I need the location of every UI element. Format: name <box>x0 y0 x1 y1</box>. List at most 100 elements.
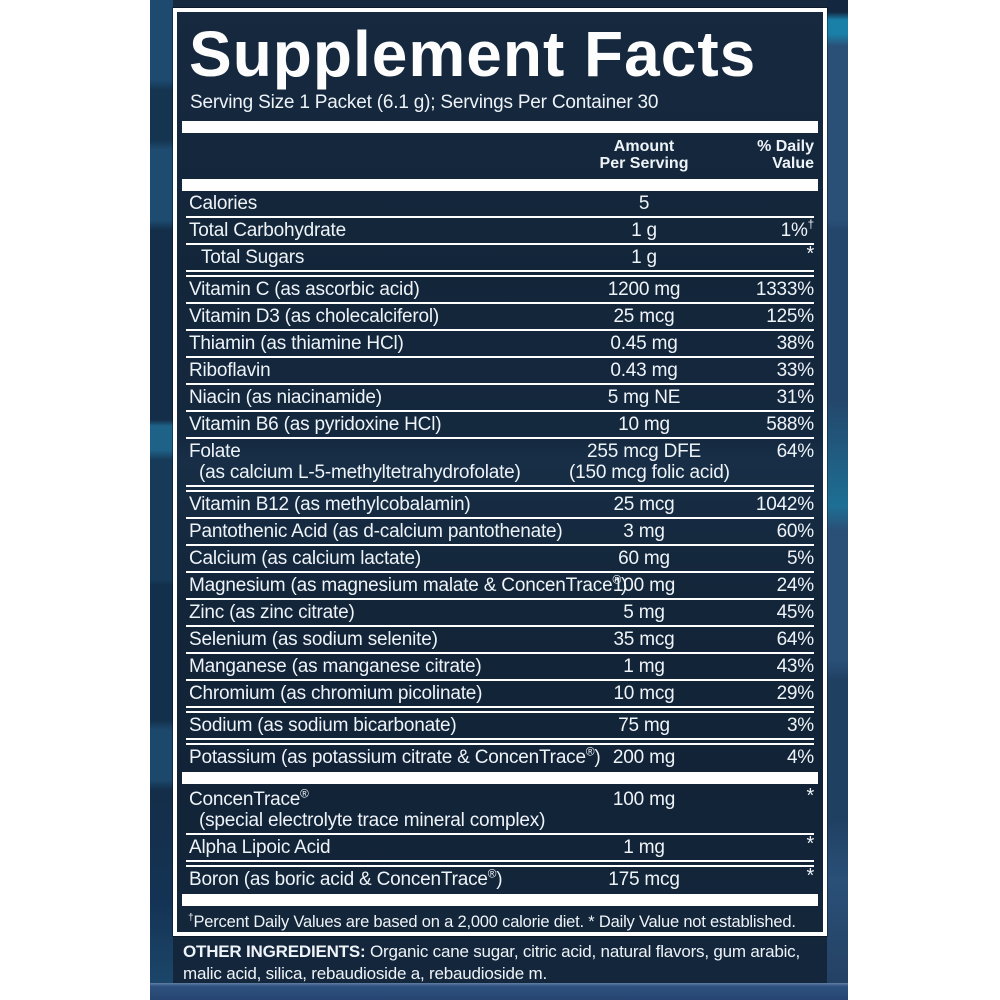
table-row: Vitamin B6 (as pyridoxine HCl) 10 mg 588% <box>177 412 823 436</box>
row-daily-value: 64% <box>776 629 815 650</box>
row-daily-value: 1042% <box>755 494 814 515</box>
table-row: Manganese (as manganese citrate) 1 mg 43% <box>177 654 823 678</box>
row-name: Vitamin B12 (as methylcobalamin) <box>189 494 471 515</box>
table-row: Potassium (as potassium citrate & Concen… <box>177 745 823 769</box>
row-amount: 175 mcg <box>608 869 680 890</box>
row-name: Thiamin (as thiamine HCl) <box>189 333 404 354</box>
row-amount: 5 <box>638 193 650 214</box>
row-separator <box>186 329 814 331</box>
table-row: Sodium (as sodium bicarbonate) 75 mg 3% <box>177 713 823 737</box>
row-separator <box>186 571 814 573</box>
row-name: Alpha Lipoic Acid <box>189 837 331 858</box>
supplement-facts-panel: Supplement Facts Serving Size 1 Packet (… <box>173 8 827 936</box>
row-separator <box>186 625 814 627</box>
row-separator <box>186 437 814 439</box>
row-name: Selenium (as sodium selenite) <box>189 629 438 650</box>
row-name: Vitamin B6 (as pyridoxine HCl) <box>189 414 442 435</box>
table-row: Vitamin B12 (as methylcobalamin) 25 mcg 10… <box>177 492 823 516</box>
row-daily-value: * <box>806 865 814 887</box>
row-daily-value: 24% <box>776 575 815 596</box>
table-row: Magnesium (as magnesium malate & ConcenT… <box>177 573 823 597</box>
row-name: Magnesium (as magnesium malate & ConcenT… <box>189 573 628 596</box>
row-separator <box>186 383 814 385</box>
row-separator <box>186 302 814 304</box>
row-amount: 1200 mg <box>607 279 681 300</box>
row-name: Calories <box>189 193 258 214</box>
row-daily-value: 1%† <box>780 218 815 241</box>
table-row: Chromium (as chromium picolinate) 10 mcg 2… <box>177 681 823 705</box>
row-daily-value: 5% <box>786 548 814 569</box>
panel-title: Supplement Facts <box>189 18 757 90</box>
row-separator <box>186 216 814 218</box>
row-daily-value: 1333% <box>755 279 814 300</box>
amount-column-header: Amount Per Serving <box>599 138 689 172</box>
row-amount: 1 g <box>631 220 657 241</box>
other-ingredients: OTHER INGREDIENTS: Organic cane sugar, c… <box>183 941 820 984</box>
row-daily-value: 31% <box>776 387 815 408</box>
table-row: ConcenTrace® (special electrolyte trace m… <box>177 785 823 832</box>
row-amount: 0.43 mg <box>610 360 678 381</box>
row-name: Calcium (as calcium lactate) <box>189 548 421 569</box>
row-name: Zinc (as zinc citrate) <box>189 602 355 623</box>
table-row: Selenium (as sodium selenite) 35 mcg 64% <box>177 627 823 651</box>
row-daily-value: 33% <box>776 360 815 381</box>
row-amount: 1 mg <box>623 656 665 677</box>
row-amount: 25 mcg <box>613 494 675 515</box>
photo-bottom-band <box>150 983 848 1000</box>
row-amount: 1 mg <box>623 837 665 858</box>
table-row: Thiamin (as thiamine HCl) 0.45 mg 38% <box>177 331 823 355</box>
row-daily-value: 125% <box>766 306 814 327</box>
row-amount: 100 mg <box>612 789 676 810</box>
table-row: Total Sugars 1 g * <box>177 244 823 269</box>
row-daily-value: 43% <box>776 656 815 677</box>
row-name: Vitamin D3 (as cholecalciferol) <box>189 306 440 327</box>
other-ingredients-text: Organic cane sugar, citric acid, natural… <box>183 942 800 983</box>
row-separator <box>186 485 814 492</box>
product-label-photo: Supplement Facts Serving Size 1 Packet (… <box>150 0 848 1000</box>
row-amount: 3 mg <box>623 521 665 542</box>
row-separator <box>186 860 814 867</box>
column-headers: Amount Per Serving % Daily Value <box>177 136 823 175</box>
row-amount: 5 mg NE <box>607 387 681 408</box>
table-row: Alpha Lipoic Acid 1 mg * <box>177 833 823 859</box>
other-ingredients-label: OTHER INGREDIENTS: <box>183 942 366 961</box>
row-daily-value: * <box>806 785 814 807</box>
row-daily-value: * <box>806 833 814 855</box>
row-amount: 10 mcg <box>613 683 675 704</box>
daily-value-column-header: % Daily Value <box>757 138 814 172</box>
row-name: Manganese (as manganese citrate) <box>189 656 482 677</box>
row-daily-value: 45% <box>776 602 815 623</box>
facts-table: Amount Per Serving % Daily Value Calorie… <box>177 133 823 932</box>
row-amount: 60 mg <box>618 548 670 569</box>
row-name: Folate (as calcium L-5-methyltetrahydrofo… <box>189 441 521 483</box>
row-separator <box>186 517 814 519</box>
row-amount: 5 mg <box>623 602 665 623</box>
row-name: Sodium (as sodium bicarbonate) <box>189 715 457 736</box>
row-name: Total Sugars <box>201 247 305 268</box>
row-separator <box>186 356 814 358</box>
row-name: Boron (as boric acid & ConcenTrace®) <box>189 867 503 890</box>
row-amount: 200 mg <box>612 747 676 768</box>
row-separator <box>186 243 814 245</box>
row-daily-value: 4% <box>786 747 814 768</box>
table-row: Niacin (as niacinamide) 5 mg NE 31% <box>177 385 823 409</box>
row-separator <box>186 706 814 713</box>
row-amount: 1 g <box>631 247 657 268</box>
table-row: Calcium (as calcium lactate) 60 mg 5% <box>177 546 823 570</box>
row-daily-value: 588% <box>766 414 814 435</box>
row-separator <box>186 679 814 681</box>
row-amount: 100 mg <box>612 575 676 596</box>
row-amount: 25 mcg <box>613 306 675 327</box>
row-separator <box>186 598 814 600</box>
row-separator <box>186 544 814 546</box>
row-name: Riboflavin <box>189 360 271 381</box>
row-name: Total Carbohydrate <box>189 220 346 241</box>
table-row: Zinc (as zinc citrate) 5 mg 45% <box>177 600 823 624</box>
table-row: Riboflavin 0.43 mg 33% <box>177 358 823 382</box>
section-bar <box>182 179 818 191</box>
row-daily-value: 60% <box>776 521 815 542</box>
table-row: Folate (as calcium L-5-methyltetrahydrofo… <box>177 439 823 484</box>
row-daily-value: 29% <box>776 683 815 704</box>
row-name: Potassium (as potassium citrate & Concen… <box>189 745 601 768</box>
